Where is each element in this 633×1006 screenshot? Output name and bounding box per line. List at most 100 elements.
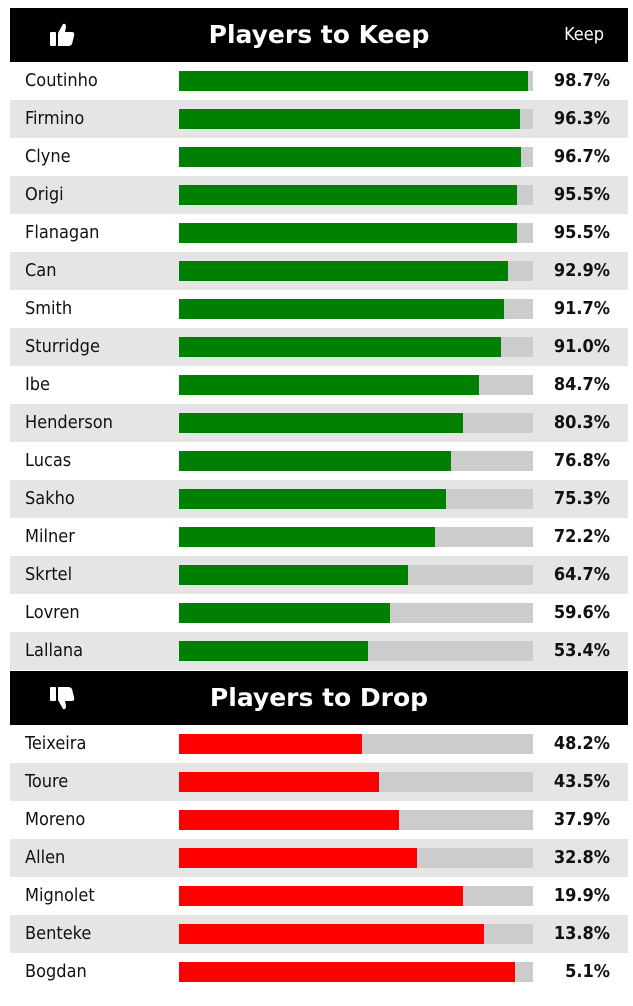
keep-percentage: 37.9% xyxy=(553,809,610,830)
keep-percentage: 13.8% xyxy=(553,923,610,944)
keep-percentage: 59.6% xyxy=(553,602,610,623)
bar-track xyxy=(179,641,533,661)
keep-percentage: 95.5% xyxy=(553,222,610,243)
drop-bar xyxy=(179,924,485,944)
keep-bar xyxy=(179,603,390,623)
player-row: Henderson 80.3% xyxy=(10,404,628,442)
bar-track xyxy=(179,337,533,357)
bar-track xyxy=(179,962,533,982)
keep-bar xyxy=(179,223,518,243)
keep-percentage: 53.4% xyxy=(553,640,610,661)
thumbs-down-icon xyxy=(50,687,75,710)
player-row: Firmino 96.3% xyxy=(10,100,628,138)
keep-bar xyxy=(179,185,518,205)
player-name: Sturridge xyxy=(25,336,100,357)
player-row: Mignolet 19.9% xyxy=(10,877,628,915)
keep-percentage: 96.7% xyxy=(553,146,610,167)
keep-bar xyxy=(179,375,479,395)
keep-bar xyxy=(179,527,435,547)
drop-bar xyxy=(179,810,399,830)
bar-track xyxy=(179,772,533,792)
keep-bar xyxy=(179,489,446,509)
player-row: Can 92.9% xyxy=(10,252,628,290)
player-name: Skrtel xyxy=(25,564,73,585)
bar-track xyxy=(179,71,533,91)
keep-bar xyxy=(179,147,522,167)
thumbs-up-icon xyxy=(50,23,75,46)
player-row: Teixeira 48.2% xyxy=(10,725,628,763)
keep-percentage: 98.7% xyxy=(553,70,610,91)
player-row: Coutinho 98.7% xyxy=(10,62,628,100)
keep-percentage: 64.7% xyxy=(553,564,610,585)
keep-percentage: 76.8% xyxy=(553,450,610,471)
bar-track xyxy=(179,375,533,395)
drop-bar xyxy=(179,962,515,982)
keep-bar xyxy=(179,261,508,281)
drop-bar xyxy=(179,848,417,868)
keep-percentage: 75.3% xyxy=(553,488,610,509)
keep-percentage: 5.1% xyxy=(565,961,610,982)
keep-rows: Coutinho 98.7% Firmino 96.3% Clyne 96.7% Origi… xyxy=(10,62,628,670)
drop-rows: Teixeira 48.2% Toure 43.5% Moreno 37.9% Allen 3… xyxy=(10,725,628,991)
keep-bar xyxy=(179,299,504,319)
bar-track xyxy=(179,413,533,433)
player-row: Ibe 84.7% xyxy=(10,366,628,404)
bar-track xyxy=(179,223,533,243)
player-row: Clyne 96.7% xyxy=(10,138,628,176)
player-row: Moreno 37.9% xyxy=(10,801,628,839)
keep-percentage: 32.8% xyxy=(553,847,610,868)
player-name: Milner xyxy=(25,526,75,547)
bar-track xyxy=(179,185,533,205)
bar-track xyxy=(179,527,533,547)
keep-percentage: 96.3% xyxy=(553,108,610,129)
drop-section-header: Players to Drop xyxy=(10,671,628,725)
player-name: Ibe xyxy=(25,374,51,395)
player-name: Moreno xyxy=(25,809,86,830)
keep-percentage: 72.2% xyxy=(553,526,610,547)
drop-bar xyxy=(179,734,363,754)
keep-bar xyxy=(179,565,408,585)
keep-percentage: 92.9% xyxy=(553,260,610,281)
keep-column-label: Keep xyxy=(564,24,604,45)
player-row: Smith 91.7% xyxy=(10,290,628,328)
keep-percentage: 48.2% xyxy=(553,733,610,754)
drop-bar xyxy=(179,886,463,906)
player-row: Bogdan 5.1% xyxy=(10,953,628,991)
player-name: Smith xyxy=(25,298,73,319)
keep-percentage: 91.7% xyxy=(553,298,610,319)
player-name: Firmino xyxy=(25,108,85,129)
player-row: Lovren 59.6% xyxy=(10,594,628,632)
player-name: Sakho xyxy=(25,488,75,509)
player-row: Flanagan 95.5% xyxy=(10,214,628,252)
player-name: Allen xyxy=(25,847,66,868)
player-name: Henderson xyxy=(25,412,113,433)
bar-track xyxy=(179,451,533,471)
player-name: Mignolet xyxy=(25,885,95,906)
bar-track xyxy=(179,886,533,906)
player-name: Lallana xyxy=(25,640,84,661)
keep-drop-chart: Players to Keep Keep Coutinho 98.7% Firmin… xyxy=(10,8,628,991)
player-name: Lucas xyxy=(25,450,72,471)
bar-track xyxy=(179,924,533,944)
player-row: Allen 32.8% xyxy=(10,839,628,877)
keep-bar xyxy=(179,337,502,357)
player-name: Flanagan xyxy=(25,222,100,243)
player-row: Lallana 53.4% xyxy=(10,632,628,670)
bar-track xyxy=(179,489,533,509)
keep-percentage: 43.5% xyxy=(553,771,610,792)
player-name: Coutinho xyxy=(25,70,98,91)
player-row: Skrtel 64.7% xyxy=(10,556,628,594)
bar-track xyxy=(179,848,533,868)
bar-track xyxy=(179,734,533,754)
player-name: Lovren xyxy=(25,602,80,623)
player-row: Lucas 76.8% xyxy=(10,442,628,480)
player-row: Origi 95.5% xyxy=(10,176,628,214)
keep-section-header: Players to Keep Keep xyxy=(10,8,628,62)
player-name: Toure xyxy=(25,771,69,792)
drop-bar xyxy=(179,772,379,792)
keep-percentage: 84.7% xyxy=(553,374,610,395)
keep-bar xyxy=(179,413,464,433)
player-row: Sturridge 91.0% xyxy=(10,328,628,366)
bar-track xyxy=(179,299,533,319)
keep-section-title: Players to Keep xyxy=(208,20,430,49)
